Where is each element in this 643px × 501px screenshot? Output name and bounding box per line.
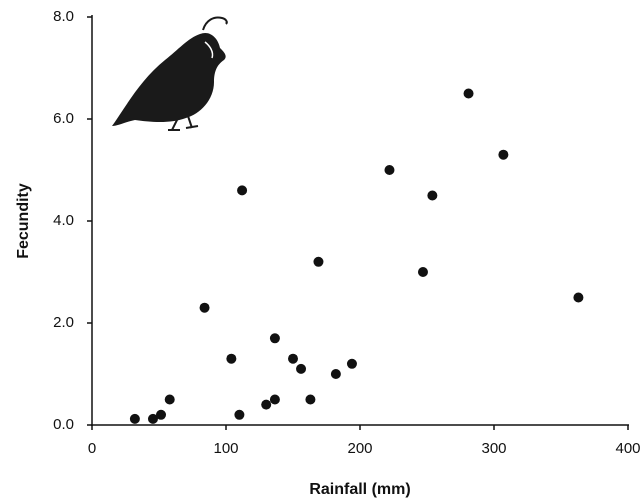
point — [427, 190, 438, 201]
point — [463, 88, 474, 99]
y-tick-label: 6.0 — [53, 110, 74, 127]
y-tick-label: 4.0 — [53, 212, 74, 229]
point — [573, 292, 584, 303]
point — [261, 399, 272, 410]
y-tick-label: 8.0 — [53, 8, 74, 25]
y-tick-label: 0.0 — [53, 416, 74, 433]
x-tick-label: 300 — [481, 440, 506, 457]
y-tick-label: 2.0 — [53, 314, 74, 331]
point — [384, 165, 395, 175]
point — [269, 394, 280, 405]
point — [147, 413, 158, 424]
point — [330, 369, 341, 379]
x-axis-title: Rainfall (mm) — [309, 481, 410, 498]
point — [129, 413, 140, 424]
point — [164, 394, 175, 405]
point — [498, 149, 509, 160]
point — [156, 409, 167, 420]
point — [237, 185, 248, 196]
quail-illustration — [112, 16, 228, 131]
x-tick-label: 200 — [347, 440, 372, 457]
point — [269, 333, 280, 344]
point — [288, 353, 298, 364]
point — [346, 358, 357, 369]
point — [234, 409, 245, 420]
y-axis-title: Fecundity — [15, 183, 32, 259]
x-tick-label: 400 — [615, 440, 640, 457]
x-tick-label: 100 — [213, 440, 238, 457]
x-tick-label: 0 — [88, 440, 96, 457]
point — [226, 353, 237, 364]
point — [305, 394, 316, 405]
point — [417, 267, 428, 277]
point — [199, 302, 210, 313]
point — [296, 363, 307, 374]
point — [313, 256, 324, 267]
